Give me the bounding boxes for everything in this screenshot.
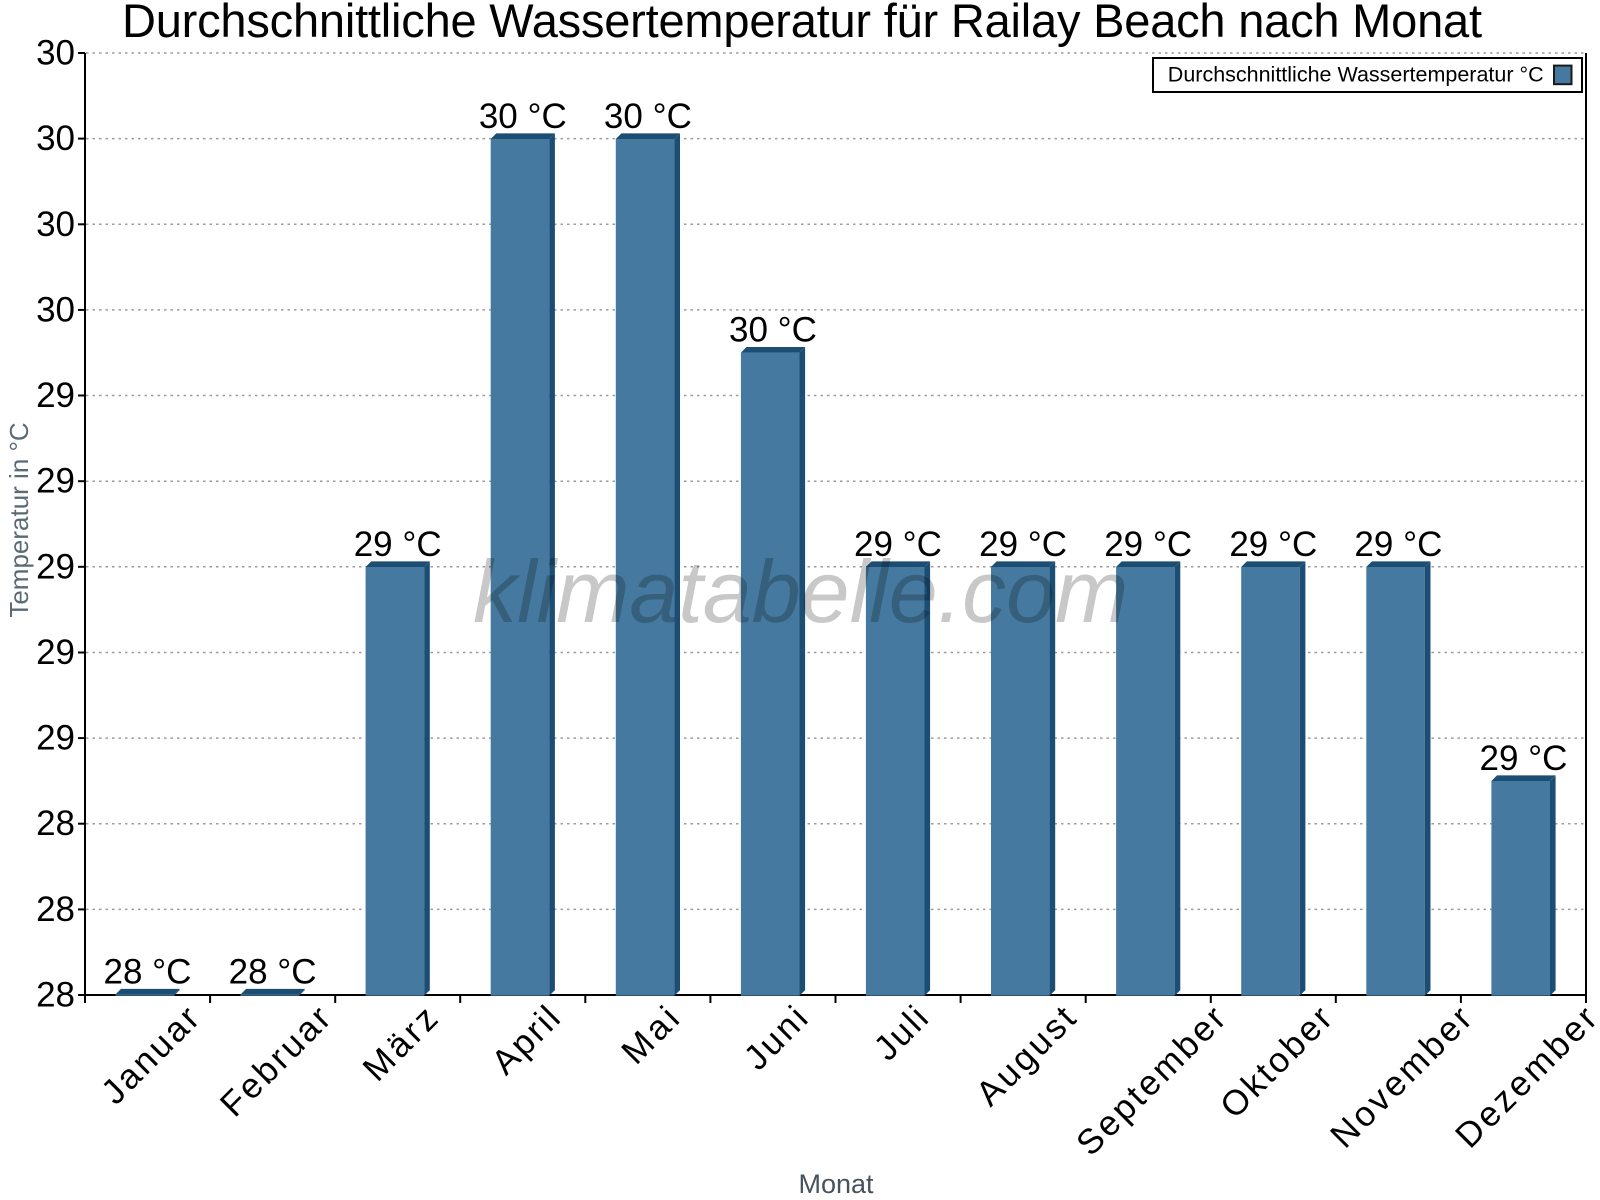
svg-text:29: 29	[36, 462, 75, 501]
svg-text:30: 30	[36, 119, 75, 158]
svg-text:30: 30	[36, 205, 75, 244]
svg-text:Monat: Monat	[798, 1169, 874, 1199]
svg-text:29 °C: 29 °C	[354, 525, 442, 564]
svg-text:28 °C: 28 °C	[229, 953, 317, 992]
svg-text:29 °C: 29 °C	[1104, 525, 1192, 564]
svg-text:30 °C: 30 °C	[479, 97, 567, 136]
svg-text:28: 28	[36, 890, 75, 929]
svg-text:Temperatur in °C: Temperatur in °C	[4, 422, 34, 617]
svg-text:29 °C: 29 °C	[1354, 525, 1442, 564]
svg-text:Durchschnittliche Wassertemper: Durchschnittliche Wassertemperatur °C	[1168, 63, 1544, 87]
svg-text:29: 29	[36, 719, 75, 758]
svg-text:klimatabelle.com: klimatabelle.com	[473, 542, 1128, 641]
svg-text:29 °C: 29 °C	[854, 525, 942, 564]
svg-text:28 °C: 28 °C	[104, 953, 192, 992]
svg-text:29 °C: 29 °C	[1480, 739, 1568, 778]
svg-text:29: 29	[36, 547, 75, 586]
svg-text:30: 30	[36, 34, 75, 73]
svg-text:30 °C: 30 °C	[604, 97, 692, 136]
svg-text:30: 30	[36, 290, 75, 329]
svg-text:29: 29	[36, 376, 75, 415]
svg-text:29: 29	[36, 633, 75, 672]
svg-text:30 °C: 30 °C	[729, 311, 817, 350]
svg-text:Durchschnittliche Wassertemper: Durchschnittliche Wassertemperatur für R…	[122, 0, 1482, 47]
svg-text:28: 28	[36, 804, 75, 843]
svg-text:29 °C: 29 °C	[1229, 525, 1317, 564]
svg-text:28: 28	[36, 976, 75, 1015]
svg-text:29 °C: 29 °C	[979, 525, 1067, 564]
